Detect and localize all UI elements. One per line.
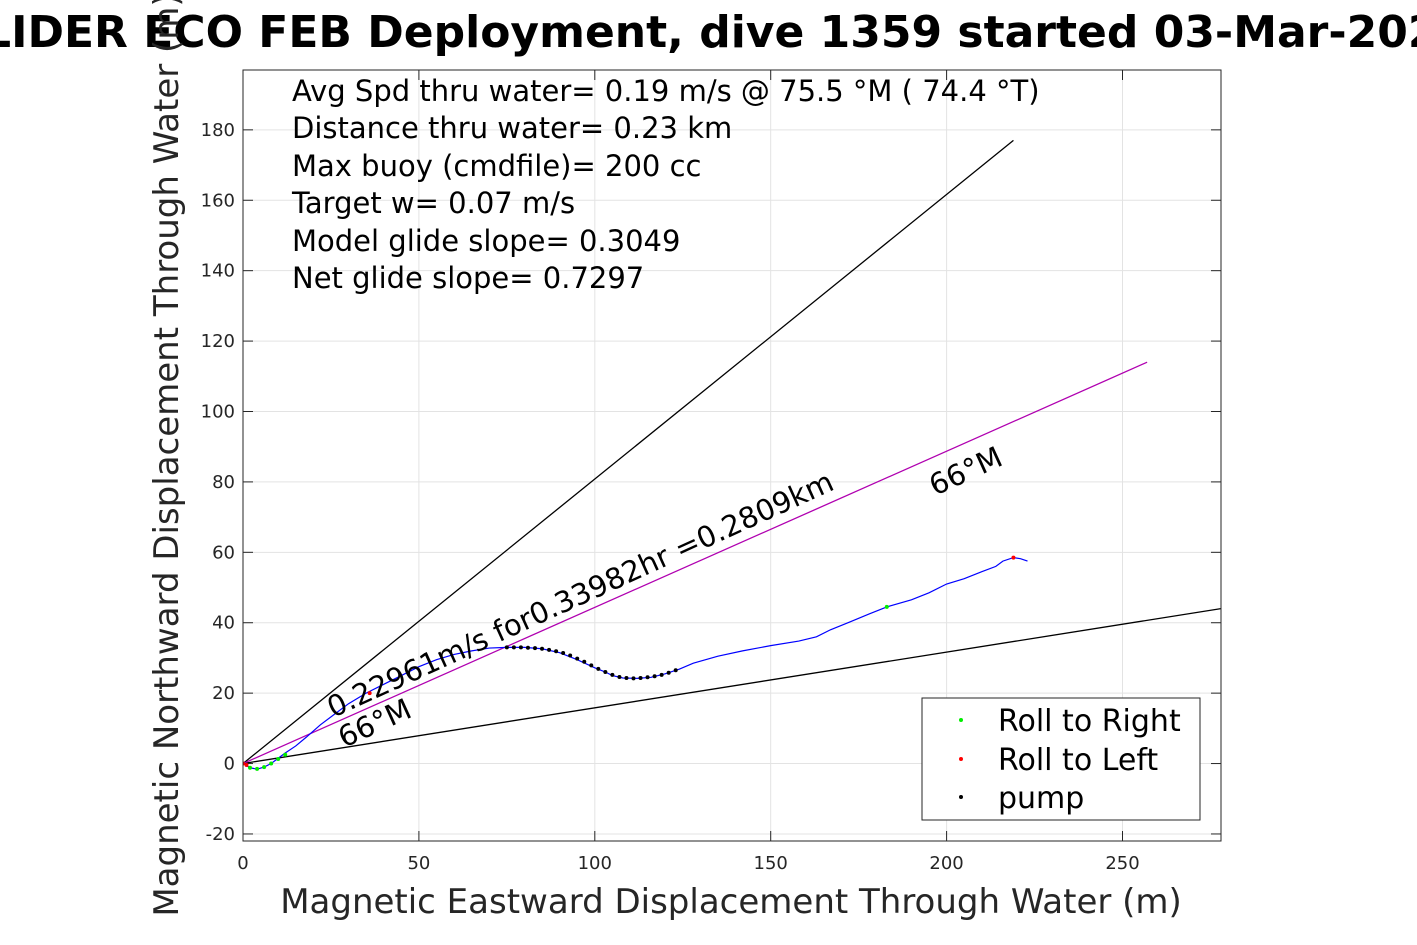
point-pump <box>610 672 615 677</box>
axis-ticks: 0 50 100 150 200 250-200204060801001201401601… <box>201 70 1221 874</box>
point-pump <box>603 670 608 675</box>
y-tick-label: 160 <box>201 190 235 211</box>
annotation-avg-speed: Avg Spd thru water= 0.19 m/s @ 75.5 °M (… <box>292 74 1040 108</box>
point-pump <box>511 645 516 650</box>
point-pump <box>596 666 601 671</box>
plot-content <box>243 139 1221 771</box>
legend-marker-pump <box>959 795 963 799</box>
point-pump <box>631 676 636 681</box>
annotation-max-buoy: Max buoy (cmdfile)= 200 cc <box>292 149 701 183</box>
y-tick-label: 80 <box>212 472 235 493</box>
point-pump <box>561 651 566 656</box>
point-roll-to-right <box>269 761 274 766</box>
point-roll-to-left <box>367 691 372 696</box>
point-pump <box>504 645 509 650</box>
point-pump <box>645 675 650 680</box>
point-pump <box>666 670 671 675</box>
point-pump <box>589 663 594 668</box>
x-tick-label: 50 <box>407 853 430 874</box>
point-roll-to-right <box>276 756 281 761</box>
grid-lines <box>242 70 1221 841</box>
annotation-distance: Distance thru water= 0.23 km <box>292 111 732 145</box>
point-pump <box>638 675 643 680</box>
y-tick-label: 120 <box>201 331 235 352</box>
point-pump <box>540 646 545 651</box>
annotation-block: Avg Spd thru water= 0.19 m/s @ 75.5 °M (… <box>291 74 1040 295</box>
reference-line <box>243 608 1221 765</box>
point-pump <box>652 674 657 679</box>
legend-label-roll-right: Roll to Right <box>998 704 1181 739</box>
y-tick-label: 100 <box>201 401 235 422</box>
point-pump <box>582 659 587 664</box>
y-tick-label: -20 <box>206 824 235 845</box>
point-pump <box>532 646 537 651</box>
chart-title: GLIDER ECO FEB Deployment, dive 1359 sta… <box>0 7 1417 58</box>
y-tick-label: 60 <box>212 542 235 563</box>
point-pump <box>659 672 664 677</box>
legend-box <box>921 697 1201 821</box>
annotation-net-glide-slope: Net glide slope= 0.7297 <box>292 261 644 295</box>
point-pump <box>617 674 622 679</box>
point-roll-to-right <box>255 766 260 771</box>
y-tick-label: 40 <box>212 613 235 634</box>
point-roll-to-right <box>248 765 253 770</box>
point-roll-to-right <box>884 604 889 609</box>
x-tick-label: 0 <box>237 853 248 874</box>
annotation-target-w: Target w= 0.07 m/s <box>291 186 575 220</box>
y-tick-label: 140 <box>201 261 235 282</box>
point-pump <box>624 675 629 680</box>
point-pump <box>575 656 580 661</box>
point-pump <box>518 645 523 650</box>
y-tick-label: 20 <box>212 683 235 704</box>
y-tick-label: 180 <box>201 120 235 141</box>
legend-label-roll-left: Roll to Left <box>998 743 1158 778</box>
point-pump <box>673 668 678 673</box>
x-axis-label: Magnetic Eastward Displacement Through W… <box>280 882 1182 922</box>
x-tick-label: 150 <box>754 853 788 874</box>
point-pump <box>554 649 559 654</box>
legend-label-pump: pump <box>998 781 1084 816</box>
point-pump <box>547 647 552 652</box>
reference-line <box>243 139 1014 765</box>
point-roll-to-right <box>283 752 288 757</box>
annotation-model-glide-slope: Model glide slope= 0.3049 <box>292 224 680 258</box>
y-axis-label: Magnetic Northward Displacement Through … <box>147 0 187 917</box>
reference-line <box>243 361 1148 765</box>
point-roll-to-right <box>262 765 267 770</box>
legend: Roll to Right Roll to Left pump <box>921 697 1201 821</box>
x-tick-label: 100 <box>578 853 612 874</box>
legend-marker-roll-left <box>959 757 963 761</box>
point-pump <box>525 645 530 650</box>
point-roll-to-left <box>1011 555 1016 560</box>
point-roll-to-left <box>244 762 249 767</box>
point-pump <box>568 653 573 658</box>
y-tick-label: 0 <box>224 754 235 775</box>
x-tick-label: 200 <box>929 853 963 874</box>
legend-marker-roll-right <box>959 718 963 722</box>
plot-frame <box>242 69 1222 842</box>
x-tick-label: 250 <box>1105 853 1139 874</box>
